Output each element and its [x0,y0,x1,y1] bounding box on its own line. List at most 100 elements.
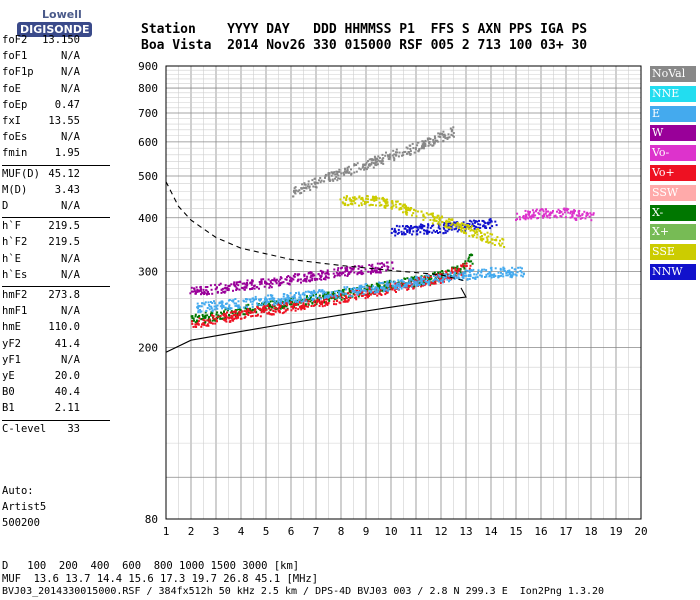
point-noval [449,127,452,130]
point-e [497,271,500,274]
point-nnw [406,229,409,232]
point-vo [445,271,448,274]
point-w [256,286,259,289]
point-e [383,289,386,292]
point-sse [378,204,381,207]
point-e [458,272,461,275]
point-noval [346,166,349,169]
point-noval [427,144,430,147]
point-x [262,303,265,306]
point-e [355,291,358,294]
point-sse [341,201,344,204]
point-vo [256,305,259,308]
point-vo [450,269,453,272]
point-sse [384,206,387,209]
point-w [267,278,270,281]
point-vo [266,312,269,315]
point-w [199,285,202,288]
point-w [235,289,238,291]
point-noval [423,142,426,145]
point-vo [570,210,572,213]
y-tick-label: 300 [138,266,158,279]
point-vo [339,295,342,298]
point-w [214,283,217,286]
point-vo [224,315,226,318]
point-w [333,274,336,277]
point-e [235,302,238,305]
point-e [330,291,333,294]
point-vo [544,212,547,215]
point-x [406,277,409,280]
point-e [234,304,237,307]
point-nnw [486,222,489,224]
point-vo [364,293,367,296]
point-sse [474,232,477,234]
point-sse [371,204,374,206]
x-tick-label: 6 [288,525,295,538]
point-w [378,271,381,274]
point-sse [467,227,470,230]
point-vo [263,305,266,308]
point-e [455,276,458,279]
point-x [467,257,470,260]
param-name-clevel: C-level [2,422,47,435]
point-noval [411,142,414,145]
point-vo [295,302,298,305]
point-x [311,302,314,305]
point-e [360,289,362,292]
point-x [220,311,222,314]
point-w [200,288,203,291]
point-noval [307,183,310,186]
x-tick-label: 9 [363,525,370,538]
point-w [195,291,197,294]
point-e [376,287,379,290]
point-e [375,291,378,294]
point-sse [489,241,492,244]
point-x [208,316,210,319]
point-w [326,276,329,279]
point-nnw [403,227,406,230]
point-e [502,275,505,278]
point-vo [545,210,548,213]
point-nnw [456,230,459,233]
point-w [303,273,306,276]
point-vo [303,306,306,309]
point-vo [579,217,582,220]
point-e [493,275,496,278]
point-e [216,304,219,307]
point-sse [347,203,350,206]
point-e [490,276,493,279]
point-x [377,283,380,286]
point-vo [257,307,259,310]
point-x [470,253,473,256]
point-e [454,271,456,274]
point-x [370,283,373,286]
point-vo [225,315,228,317]
point-sse [392,204,395,207]
point-vo [590,219,593,222]
point-e [505,272,508,274]
point-sse [470,228,473,231]
point-w [253,284,256,287]
point-noval [428,141,430,144]
point-sse [480,237,483,240]
point-w [282,281,285,284]
point-noval [385,151,387,154]
point-w [353,265,356,268]
point-w [297,278,300,281]
point-noval [437,135,440,138]
point-sse [406,209,409,212]
point-w [279,284,282,287]
point-w [341,266,343,269]
point-w [370,272,372,275]
point-e [469,275,472,278]
point-w [290,280,292,283]
point-vo [244,315,247,318]
point-e [208,308,211,311]
point-noval [330,174,333,177]
point-noval [452,135,455,138]
point-nnw [426,226,429,229]
point-noval [417,150,420,153]
point-sse [465,232,468,235]
point-sse [441,216,444,219]
